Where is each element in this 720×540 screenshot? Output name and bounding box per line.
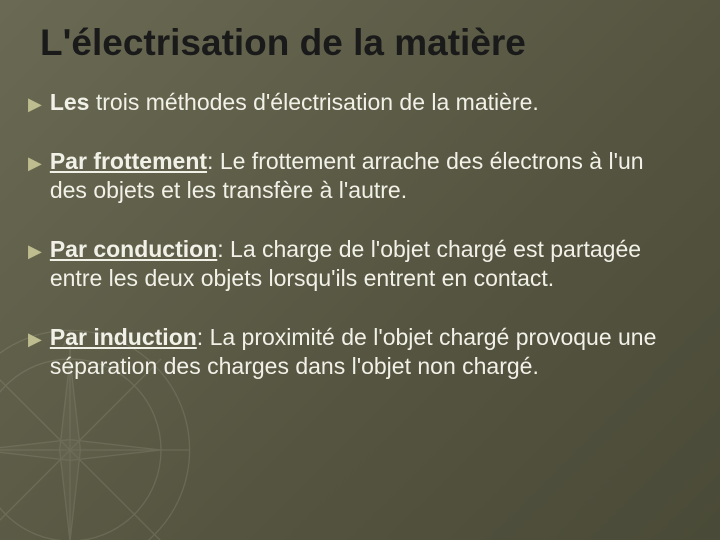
- bullet-arrow-icon: ▶: [28, 152, 42, 175]
- bullet-rest: trois méthodes d'électrisation de la mat…: [96, 89, 539, 115]
- bullet-text: Par frottement: Le frottement arrache de…: [50, 147, 686, 205]
- bullet-lead: Par induction: [50, 324, 197, 350]
- bullet-item: ▶ Par conduction: La charge de l'objet c…: [28, 235, 686, 293]
- bullet-arrow-icon: ▶: [28, 240, 42, 263]
- bullet-lead: Les: [50, 89, 90, 115]
- bullet-item: ▶ Les trois méthodes d'électrisation de …: [28, 88, 686, 117]
- bullet-arrow-icon: ▶: [28, 328, 42, 351]
- slide: L'électrisation de la matière ▶ Les troi…: [0, 0, 720, 540]
- bullet-lead: Par frottement: [50, 148, 207, 174]
- slide-title: L'électrisation de la matière: [40, 22, 680, 64]
- bullet-text: Par induction: La proximité de l'objet c…: [50, 323, 686, 381]
- bullet-text: Par conduction: La charge de l'objet cha…: [50, 235, 686, 293]
- bullet-lead: Par conduction: [50, 236, 217, 262]
- bullet-text: Les trois méthodes d'électrisation de la…: [50, 88, 686, 117]
- bullet-arrow-icon: ▶: [28, 93, 42, 116]
- bullet-item: ▶ Par induction: La proximité de l'objet…: [28, 323, 686, 381]
- bullet-item: ▶ Par frottement: Le frottement arrache …: [28, 147, 686, 205]
- slide-body: ▶ Les trois méthodes d'électrisation de …: [28, 88, 686, 411]
